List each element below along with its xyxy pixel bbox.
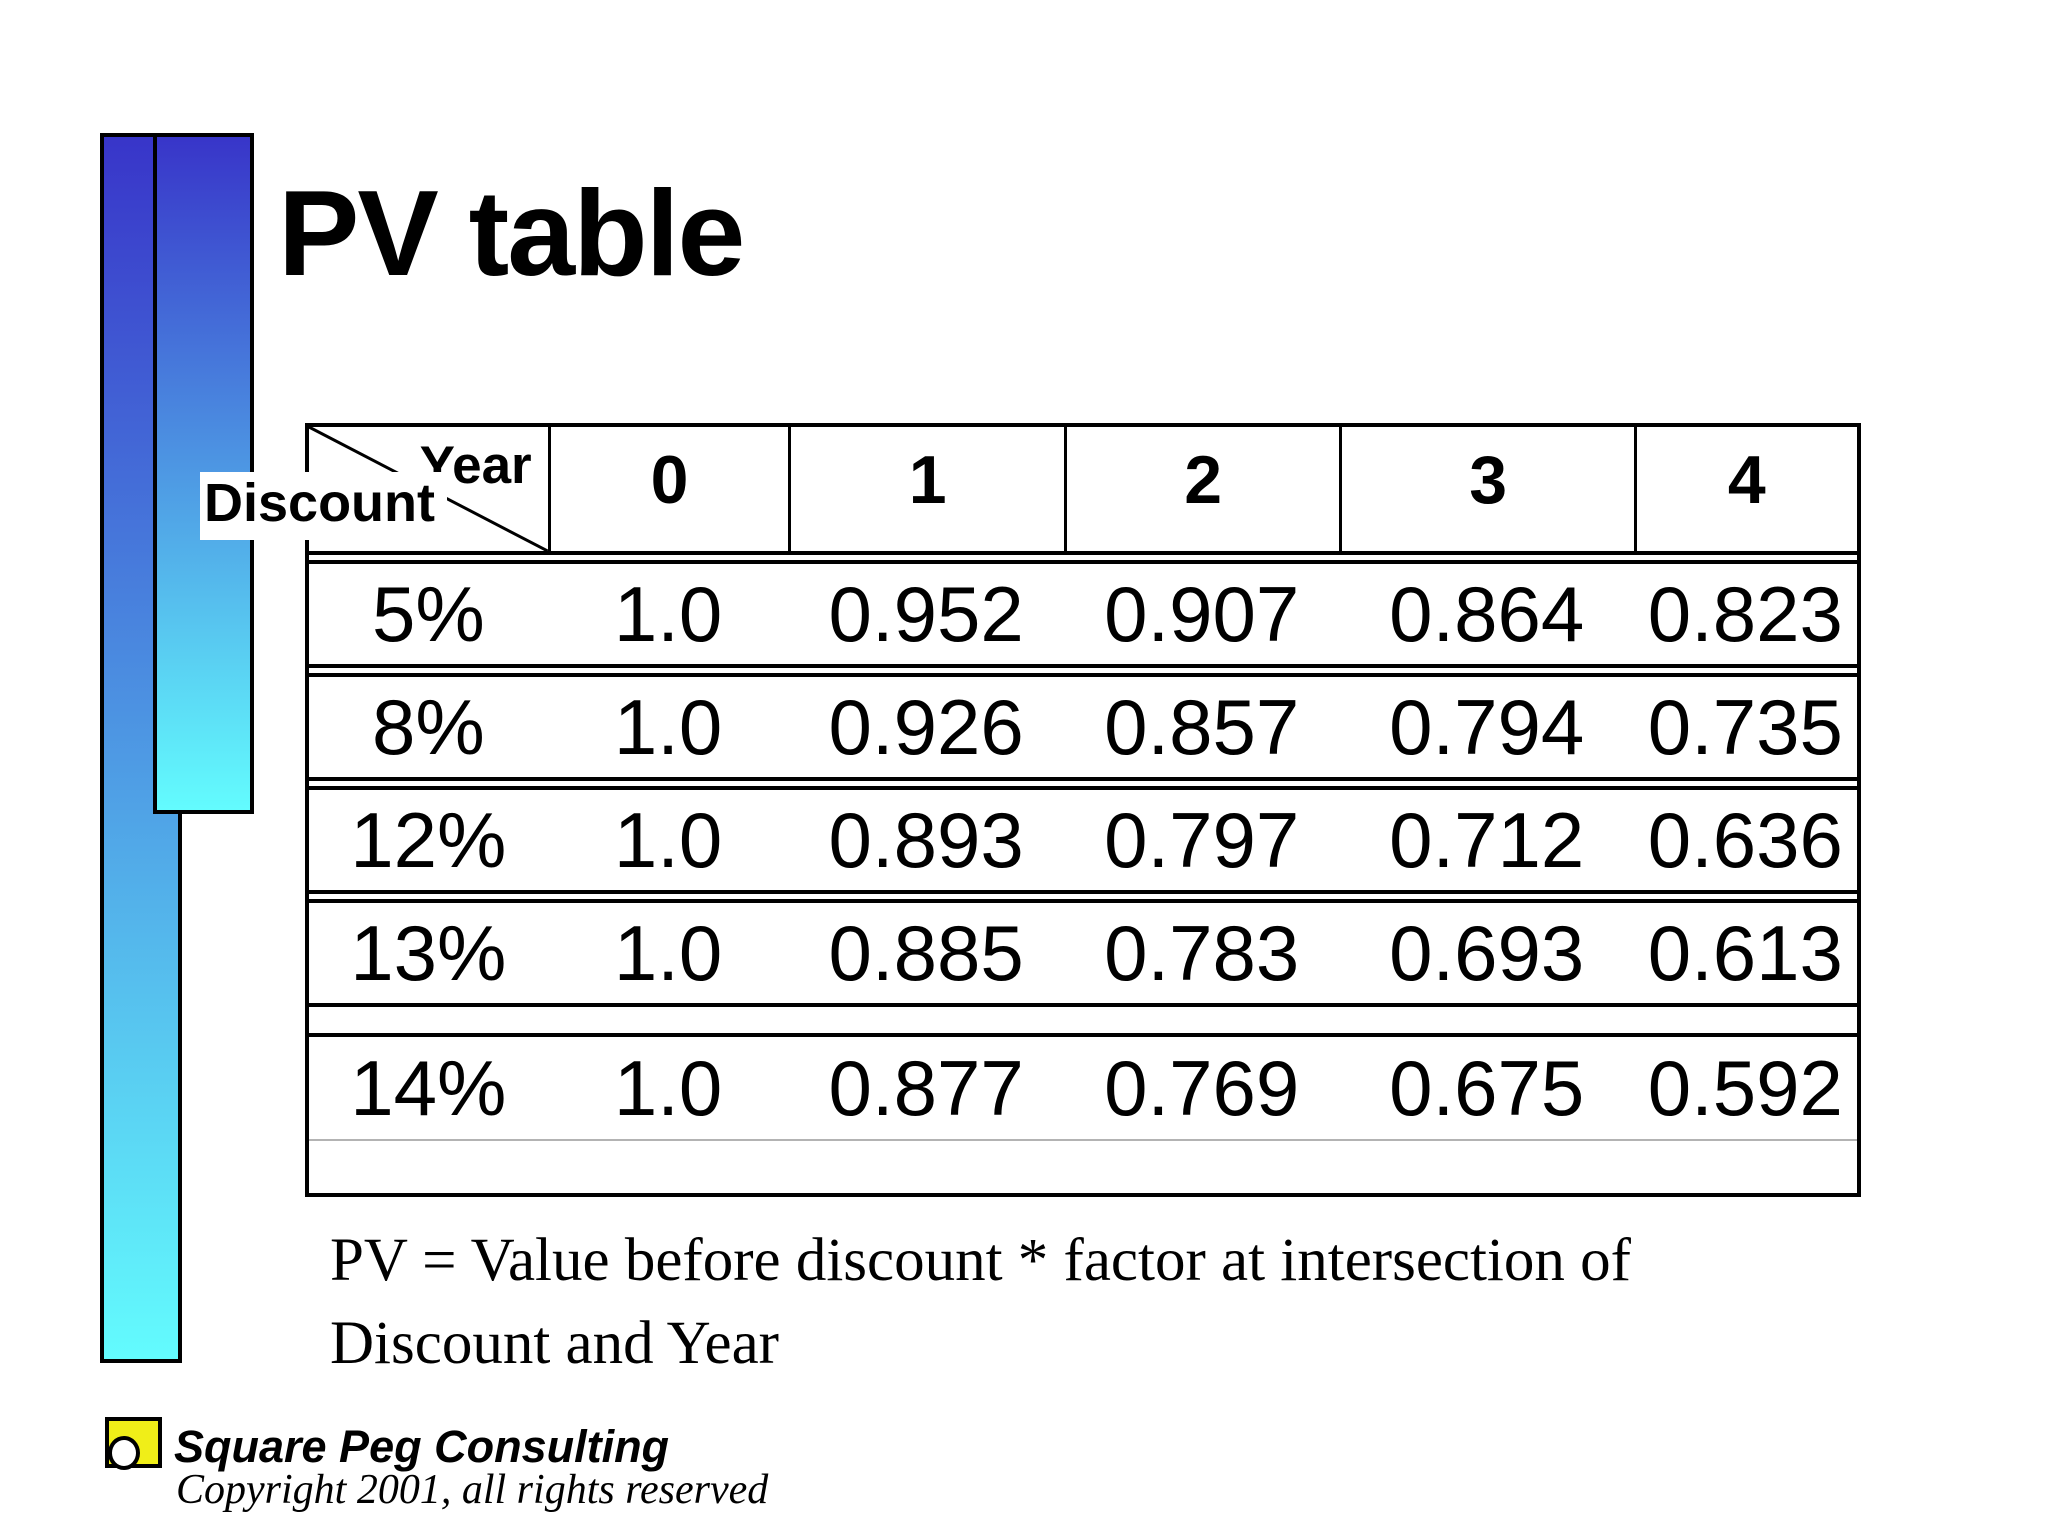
pv-factor-cell: 1.0: [613, 1043, 723, 1132]
pv-factor-cell: 0.823: [1647, 569, 1843, 658]
table-row: 12% 1.0 0.893 0.797 0.712 0.636: [309, 786, 1857, 894]
note-line-1: PV = Value before discount * factor at i…: [330, 1227, 1631, 1294]
discount-row-label: 5%: [371, 569, 485, 658]
corner-cell: Year: [309, 427, 548, 551]
pv-factor-cell: 1.0: [613, 569, 723, 658]
pv-factor-cell: 0.952: [828, 569, 1024, 658]
pv-factor-cell: 0.857: [1104, 682, 1300, 771]
pv-factor-cell: 0.592: [1647, 1043, 1843, 1132]
table-row: 13% 1.0 0.885 0.783 0.693 0.613: [309, 899, 1857, 1007]
pv-factor-cell: 0.735: [1647, 682, 1843, 771]
discount-row-label: 12%: [350, 795, 507, 884]
year-column-header: 1: [788, 427, 1064, 551]
pv-factor-cell: 0.797: [1104, 795, 1300, 884]
pv-factor-cell: 0.712: [1389, 795, 1585, 884]
discount-row-label: 13%: [350, 908, 507, 997]
year-column-header: 4: [1633, 427, 1857, 551]
corner-discount-label: Discount: [200, 472, 448, 541]
table-row: 8% 1.0 0.926 0.857 0.794 0.735: [309, 673, 1857, 781]
pv-factor-cell: 1.0: [613, 908, 723, 997]
square-peg-logo: [105, 1417, 162, 1470]
year-column-header: 3: [1339, 427, 1633, 551]
pv-factor-cell: 1.0: [613, 795, 723, 884]
pv-factor-cell: 1.0: [613, 682, 723, 771]
peg-circle-icon: [108, 1436, 140, 1470]
pv-factor-cell: 0.893: [828, 795, 1024, 884]
note-line-2: Discount and Year: [330, 1309, 779, 1377]
pv-factor-cell: 0.885: [828, 908, 1024, 997]
footer-company-name: Square Peg Consulting: [174, 1421, 670, 1472]
pv-factor-cell: 0.613: [1647, 908, 1843, 997]
discount-row-label: 14%: [350, 1043, 507, 1132]
year-column-header: 2: [1063, 427, 1340, 551]
pv-factor-cell: 0.794: [1389, 682, 1585, 771]
year-column-header: 0: [547, 427, 789, 551]
slide-title: PV table: [278, 165, 745, 301]
pv-factor-cell: 0.877: [828, 1043, 1024, 1132]
pv-factor-cell: 0.864: [1389, 569, 1585, 658]
footer-copyright: Copyright 2001, all rights reserved: [176, 1467, 769, 1513]
pv-factor-cell: 0.926: [828, 682, 1024, 771]
discount-row-label: 8%: [371, 682, 485, 771]
table-row: 14% 1.0 0.877 0.769 0.675 0.592: [309, 1033, 1857, 1141]
pv-factor-cell: 0.675: [1389, 1043, 1585, 1132]
pv-factor-cell: 0.907: [1104, 569, 1300, 658]
pv-factor-cell: 0.693: [1389, 908, 1585, 997]
pv-factor-cell: 0.783: [1104, 908, 1300, 997]
table-body: 5% 1.0 0.952 0.907 0.864 0.823 8% 1.0 0.926 0.857…: [309, 560, 1857, 1141]
pv-factor-cell: 0.769: [1104, 1043, 1300, 1132]
note-text: PV = Value before discount * factor at i…: [330, 1220, 1850, 1386]
table-row: 5% 1.0 0.952 0.907 0.864 0.823: [309, 560, 1857, 668]
pv-factor-cell: 0.636: [1647, 795, 1843, 884]
